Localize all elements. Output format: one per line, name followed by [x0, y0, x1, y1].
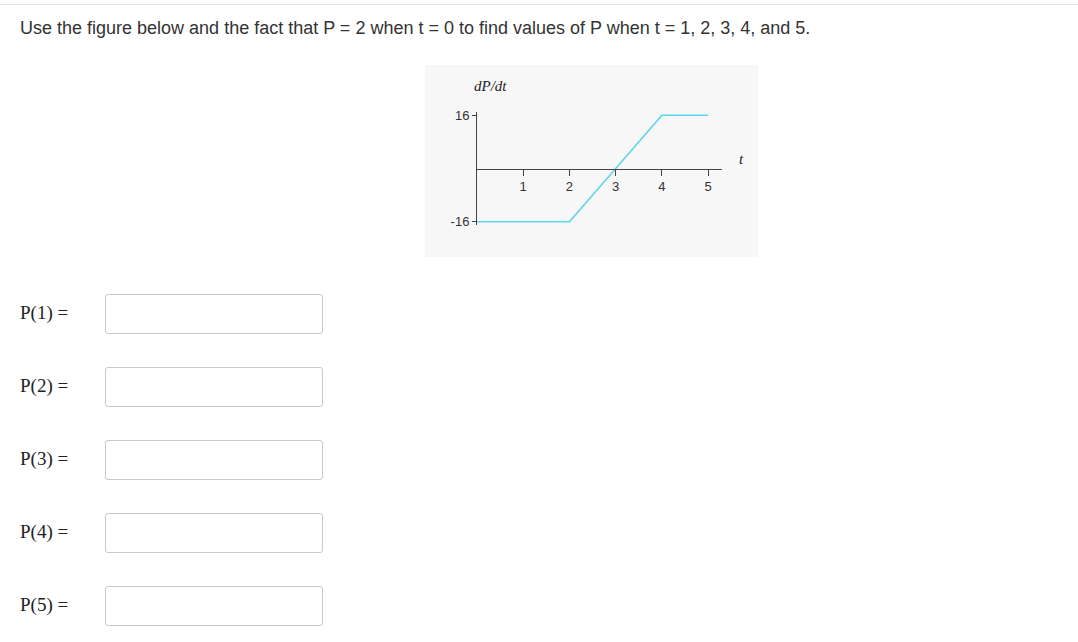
svg-text:3: 3	[612, 179, 619, 194]
svg-text:-16: -16	[451, 214, 470, 229]
html-text:P(1) =: P(1) =	[20, 302, 69, 323]
html-text:P(4) =: P(4) =	[20, 521, 69, 542]
svg-text:5: 5	[705, 179, 712, 194]
html-text:P(2) =: P(2) =	[20, 375, 69, 396]
html-text:P(5) =: P(5) =	[20, 594, 69, 615]
html-text:P(3) =: P(3) =	[20, 448, 69, 469]
svg-text:4: 4	[658, 179, 665, 194]
svg-text:16: 16	[455, 108, 469, 123]
svg-text:1: 1	[520, 179, 527, 194]
svg-text:t: t	[739, 151, 744, 167]
html-text:Use the figure below and the f: Use the figure below and the fact that P…	[20, 18, 811, 38]
svg-text:dP/dt: dP/dt	[474, 78, 507, 94]
svg-text:2: 2	[566, 179, 573, 194]
